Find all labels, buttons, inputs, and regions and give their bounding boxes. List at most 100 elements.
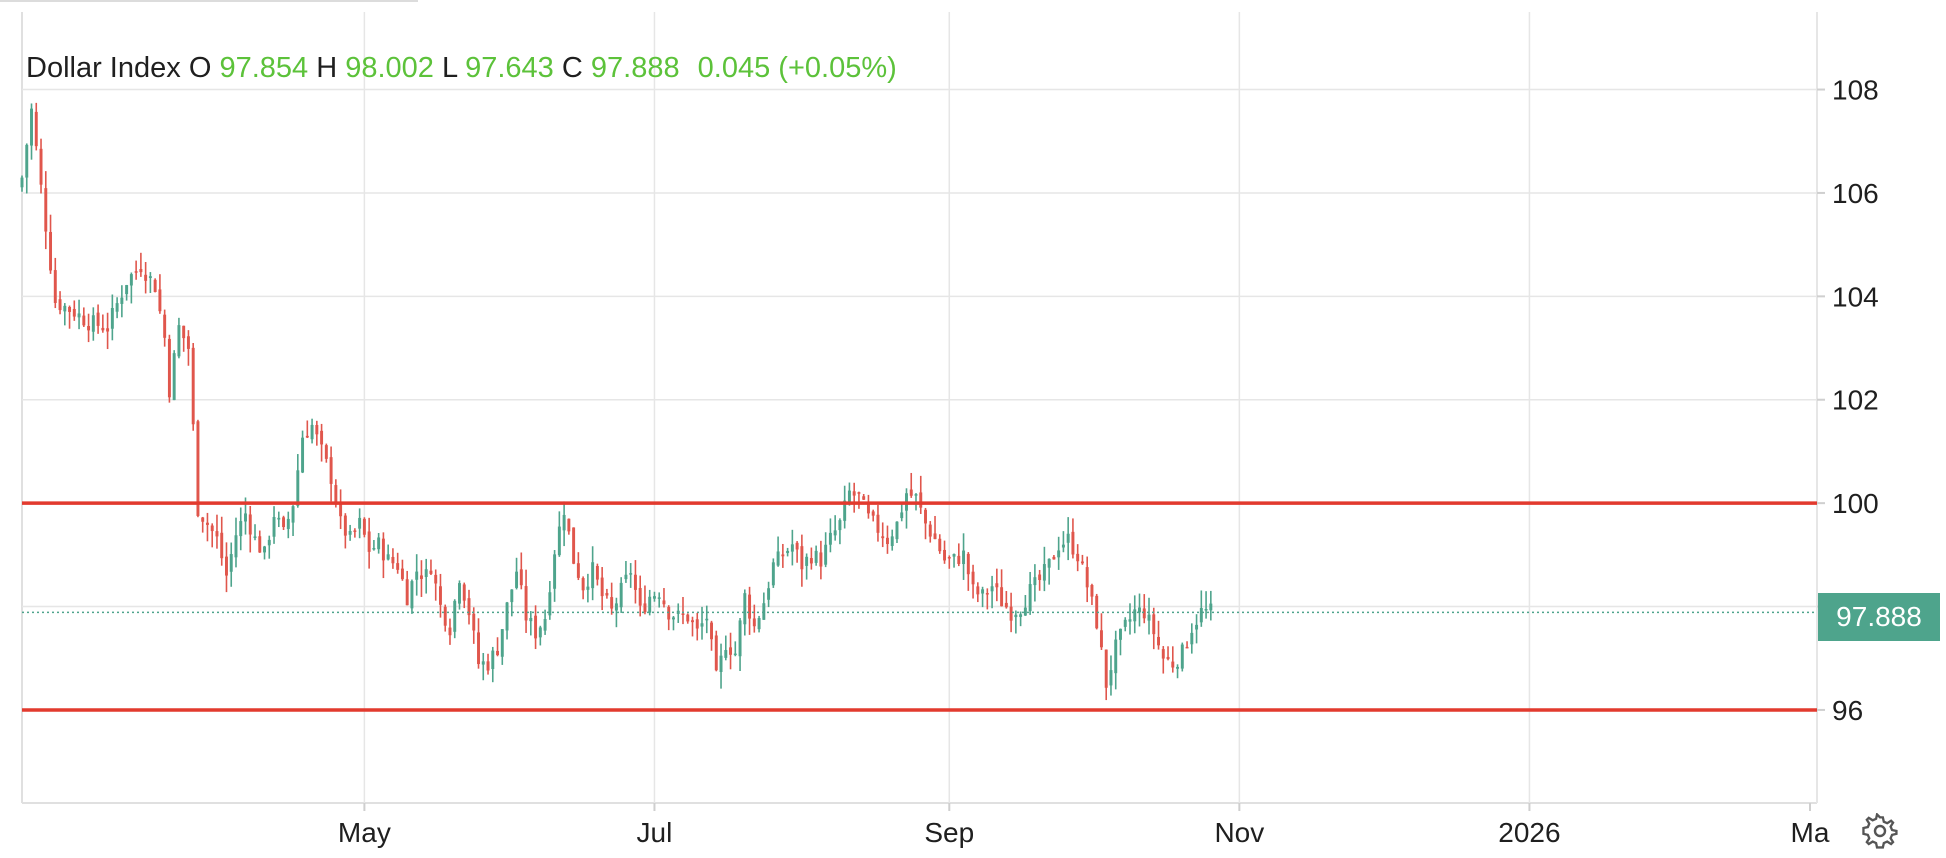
candle-body (381, 538, 385, 561)
candle (733, 641, 737, 657)
candle (1176, 664, 1180, 679)
candle-body (733, 653, 737, 656)
y-tick-label: 106 (1832, 178, 1879, 209)
candle-body (714, 635, 718, 671)
candle-body (1185, 646, 1189, 649)
candle-body (510, 589, 514, 603)
candle (562, 501, 566, 547)
candle-body (53, 270, 57, 303)
candle-body (1204, 608, 1208, 611)
candle (529, 611, 533, 636)
candle-body (938, 538, 942, 552)
candle-body (762, 603, 766, 620)
candle (567, 518, 571, 535)
candle-body (44, 188, 48, 232)
candle-body (458, 583, 461, 604)
candle (234, 517, 238, 568)
candle (453, 599, 457, 639)
candle-body (139, 269, 143, 273)
candle-body (976, 586, 980, 595)
candle-body (581, 578, 585, 591)
candle (20, 175, 24, 192)
candle-body (981, 589, 985, 594)
candle-body (857, 492, 861, 494)
candle-body (781, 554, 785, 557)
candle-body (58, 299, 62, 311)
candle-body (505, 602, 509, 631)
candle (134, 260, 138, 280)
candle-body (866, 503, 870, 514)
candle (705, 605, 709, 634)
candle (1157, 620, 1160, 650)
candle (1004, 590, 1008, 609)
candle (396, 552, 400, 574)
candle (310, 418, 314, 444)
candle (1138, 593, 1141, 627)
candle (843, 485, 847, 529)
candle-body (790, 544, 794, 552)
candle (215, 514, 219, 549)
ohlc-legend: Dollar Index O 97.854 H 98.002 L 97.643 … (26, 52, 897, 85)
candle-body (410, 581, 414, 609)
candle-body (895, 521, 899, 540)
candle (362, 517, 366, 538)
candle (1033, 564, 1037, 602)
candle-body (919, 492, 923, 508)
candle-body (852, 491, 856, 496)
candle-body (320, 430, 324, 445)
candle-body (1157, 636, 1160, 646)
candle-body (324, 445, 328, 459)
candle (605, 588, 609, 599)
candle-body (572, 527, 576, 564)
candle (472, 607, 476, 644)
candle-body (633, 574, 637, 590)
candle (1023, 595, 1027, 616)
candle (272, 506, 276, 544)
candle-body (662, 600, 666, 605)
candle-body (196, 421, 200, 516)
candle (981, 586, 985, 608)
candle (505, 601, 509, 640)
settings-gear-icon[interactable] (1862, 813, 1898, 849)
candle (44, 171, 48, 250)
candle-body (605, 593, 609, 596)
candle (524, 569, 528, 633)
candle (386, 544, 390, 561)
candle (553, 550, 557, 602)
candle (966, 552, 970, 591)
candle (225, 542, 228, 593)
candle-body (1142, 608, 1146, 619)
candle (985, 588, 989, 610)
candle-body (1133, 609, 1137, 622)
candle (672, 615, 675, 631)
candle (53, 257, 57, 309)
candle-body (610, 597, 614, 609)
candle (586, 573, 590, 603)
candle (296, 454, 300, 508)
candle-body (995, 583, 999, 588)
candle-body (619, 582, 623, 608)
candle-body (334, 485, 338, 505)
candle (1080, 554, 1084, 565)
candle-body (39, 148, 43, 185)
candle (163, 309, 167, 347)
candle (767, 581, 771, 608)
candle-body (72, 308, 76, 317)
candle-body (1000, 587, 1004, 607)
candle (462, 582, 466, 609)
candle-body (705, 618, 709, 621)
candle-body (115, 303, 119, 312)
candle (1042, 546, 1046, 592)
candle-body (943, 549, 947, 561)
candle-body (1195, 624, 1199, 630)
x-tick-label: May (338, 817, 391, 848)
candle-body (729, 647, 733, 655)
candle-body (91, 315, 95, 332)
candle-body (282, 517, 286, 528)
top-tab-divider (0, 0, 418, 2)
y-tick-label: 96 (1832, 695, 1863, 726)
candle-body (201, 517, 205, 522)
candle-body (177, 325, 181, 357)
candle (1009, 592, 1013, 633)
